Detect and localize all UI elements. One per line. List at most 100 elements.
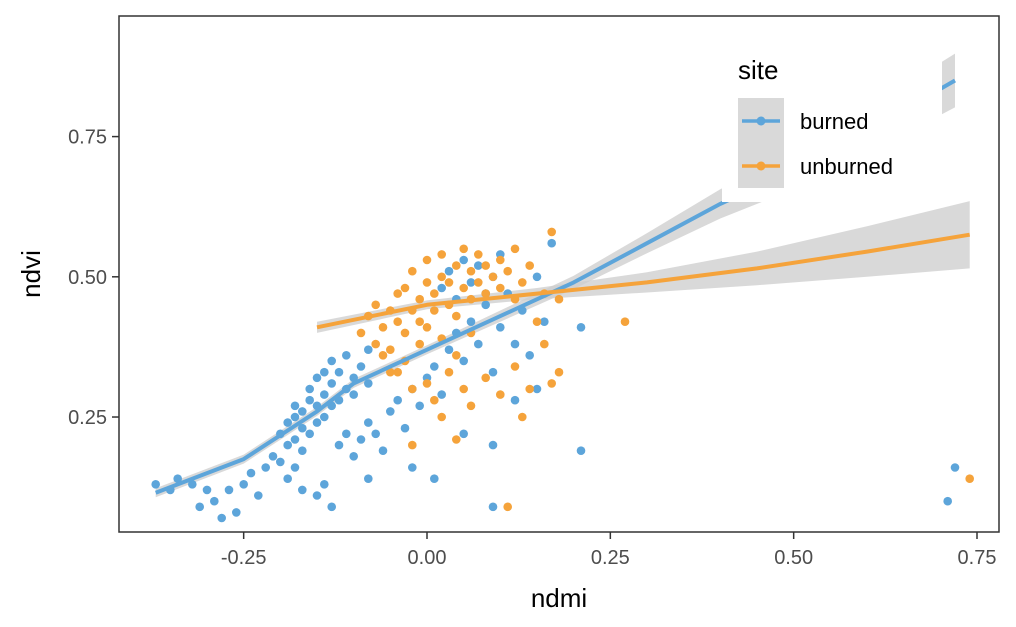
- point-burned: [202, 485, 212, 495]
- point-burned: [327, 502, 337, 512]
- point-unburned: [481, 373, 491, 383]
- point-unburned: [554, 294, 564, 304]
- point-burned: [290, 412, 300, 422]
- point-burned: [312, 373, 322, 383]
- point-unburned: [437, 412, 447, 422]
- point-unburned: [532, 317, 542, 327]
- point-unburned: [965, 474, 974, 484]
- point-unburned: [415, 339, 425, 349]
- point-burned: [540, 317, 549, 327]
- legend-label-unburned: unburned: [800, 154, 893, 179]
- point-burned: [378, 446, 388, 456]
- point-burned: [290, 463, 300, 472]
- x-axis: -0.25 0.00 0.25 0.50 0.75: [221, 532, 996, 569]
- point-burned: [474, 261, 483, 270]
- legend: site burned unburned: [722, 52, 942, 202]
- point-burned: [364, 418, 373, 427]
- point-burned: [210, 496, 219, 506]
- point-burned: [356, 362, 366, 371]
- point-unburned: [525, 261, 534, 270]
- point-unburned: [408, 266, 417, 276]
- point-unburned: [459, 244, 469, 254]
- point-unburned: [408, 384, 417, 394]
- confidence-band-burned: [155, 53, 955, 498]
- point-burned: [327, 356, 337, 366]
- point-burned: [437, 390, 447, 399]
- point-burned: [488, 367, 498, 377]
- point-unburned: [459, 283, 469, 293]
- point-burned: [298, 446, 307, 456]
- point-unburned: [466, 266, 476, 276]
- point-burned: [312, 418, 322, 427]
- point-burned: [371, 429, 381, 439]
- point-unburned: [452, 351, 461, 360]
- point-unburned: [400, 328, 410, 338]
- point-unburned: [430, 395, 439, 405]
- point-unburned: [408, 440, 417, 450]
- point-burned: [298, 485, 307, 495]
- point-burned: [320, 367, 329, 377]
- point-burned: [510, 339, 520, 349]
- point-burned: [532, 384, 542, 394]
- y-axis-title: ndvi: [16, 250, 46, 298]
- plot-border: [118, 15, 1000, 533]
- point-unburned: [518, 278, 527, 287]
- point-unburned: [437, 272, 447, 282]
- point-burned: [364, 345, 373, 355]
- point-burned: [290, 401, 300, 411]
- point-burned: [283, 440, 293, 450]
- x-axis-title: ndmi: [531, 583, 587, 613]
- point-burned: [232, 508, 241, 517]
- point-burned: [261, 463, 271, 472]
- point-unburned: [378, 323, 388, 332]
- point-burned: [459, 356, 469, 366]
- point-unburned: [496, 283, 505, 293]
- point-unburned: [620, 317, 630, 327]
- point-burned: [943, 496, 952, 506]
- point-burned: [283, 418, 293, 427]
- point-burned: [430, 362, 439, 371]
- point-unburned: [452, 261, 461, 270]
- x-tick-label: 0.25: [591, 547, 630, 569]
- point-burned: [386, 407, 395, 416]
- point-burned: [151, 480, 160, 489]
- point-burned: [342, 351, 351, 360]
- point-burned: [246, 468, 256, 478]
- point-unburned: [452, 435, 461, 444]
- legend-title: site: [738, 55, 778, 85]
- point-burned: [459, 429, 469, 439]
- data-points: [151, 227, 974, 523]
- point-burned: [364, 474, 373, 484]
- point-burned: [268, 452, 278, 461]
- point-burned: [474, 339, 483, 349]
- point-unburned: [356, 328, 366, 338]
- point-unburned: [503, 266, 512, 276]
- point-burned: [224, 485, 234, 495]
- point-unburned: [415, 294, 425, 304]
- x-tick-label: 0.50: [774, 547, 813, 569]
- point-unburned: [444, 367, 454, 377]
- point-burned: [342, 429, 351, 439]
- point-unburned: [393, 289, 403, 298]
- point-unburned: [518, 412, 527, 422]
- point-burned: [510, 395, 520, 405]
- point-burned: [525, 351, 534, 360]
- point-unburned: [437, 250, 447, 259]
- point-unburned: [386, 367, 395, 377]
- point-burned: [349, 373, 359, 383]
- point-unburned: [430, 289, 439, 298]
- point-unburned: [415, 317, 425, 327]
- legend-label-burned: burned: [800, 109, 869, 134]
- point-unburned: [496, 390, 505, 399]
- point-unburned: [510, 362, 520, 371]
- point-burned: [298, 423, 307, 433]
- point-burned: [305, 384, 315, 394]
- point-unburned: [371, 300, 381, 310]
- point-burned: [444, 345, 454, 355]
- point-burned: [320, 412, 329, 422]
- point-burned: [327, 379, 337, 388]
- point-unburned: [452, 311, 461, 321]
- trend-line-unburned: [316, 232, 971, 330]
- legend-key-point-unburned: [756, 161, 766, 171]
